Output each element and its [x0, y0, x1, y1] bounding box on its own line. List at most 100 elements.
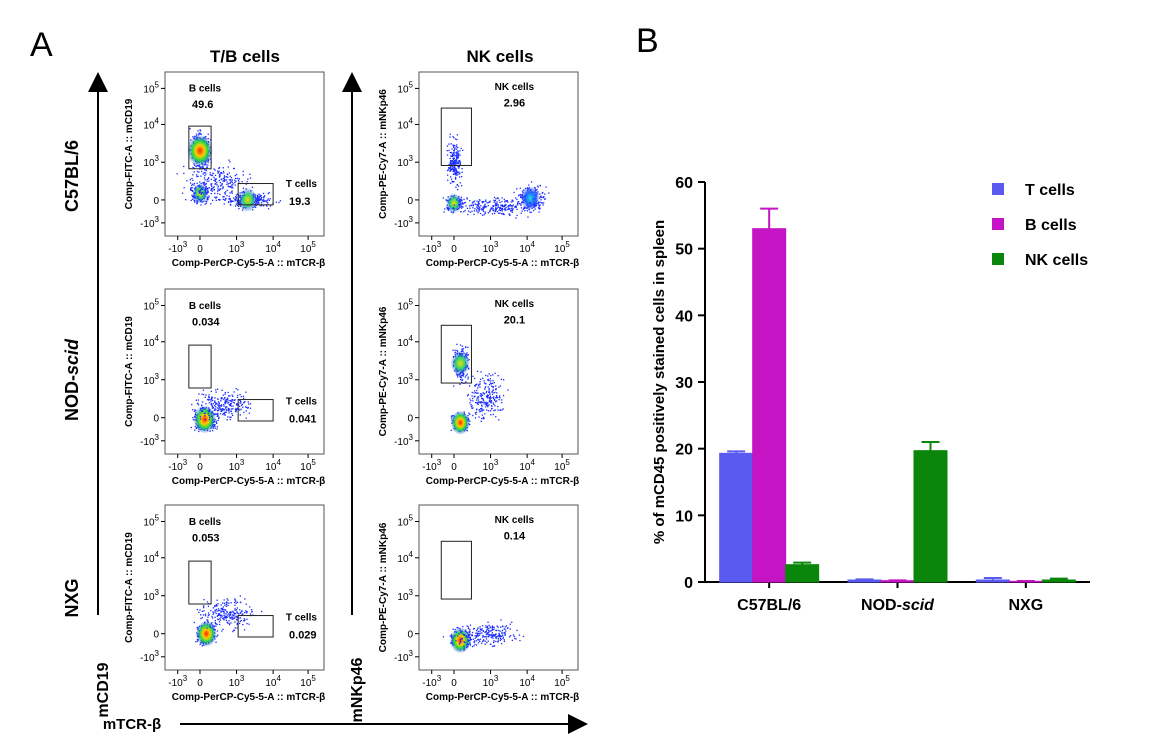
flow-event-dot	[484, 386, 486, 389]
flow-event-dot	[226, 398, 229, 400]
flow-event-dot	[481, 640, 484, 642]
flow-event-dot	[217, 608, 220, 610]
flow-event-dot	[202, 173, 204, 175]
y-tick-label: 104	[397, 116, 413, 131]
flow-event-dot	[455, 160, 457, 162]
flow-event-dot	[208, 414, 210, 417]
flow-event-dot	[223, 409, 226, 411]
flow-event-dot	[229, 400, 232, 402]
flow-event-dot	[228, 602, 230, 604]
flow-event-dot	[497, 635, 499, 637]
flow-event-dot	[530, 211, 532, 214]
plot-y-axis-label: Comp-PE-Cy7-A :: mNKp46	[378, 522, 389, 652]
flow-event-dot	[489, 378, 491, 380]
flow-event-dot	[498, 199, 500, 201]
flow-event-dot	[449, 136, 451, 138]
y-tick-label: 105	[143, 298, 159, 313]
flow-event-dot	[504, 631, 506, 634]
flow-event-dot	[218, 189, 221, 191]
flow-event-dot	[458, 204, 461, 206]
flow-event-dot	[203, 393, 205, 396]
flow-event-dot	[226, 419, 228, 421]
x-tick-label: 104	[519, 674, 535, 689]
flow-event-dot	[206, 178, 208, 181]
flow-event-dot	[469, 200, 471, 202]
flow-event-dot	[481, 214, 484, 216]
flow-event-dot	[452, 152, 454, 154]
flow-event-dot	[236, 199, 238, 201]
flow-event-dot	[227, 183, 229, 185]
flow-event-dot	[470, 634, 473, 636]
flow-event-dot	[201, 610, 203, 612]
flow-event-dot	[497, 639, 499, 641]
flow-event-dot	[210, 609, 212, 612]
flow-event-dot	[452, 145, 455, 147]
flow-event-dot	[488, 624, 490, 626]
flow-event-dot	[210, 174, 212, 176]
flow-event-dot	[217, 170, 219, 172]
flow-event-dot	[218, 167, 221, 169]
flow-event-dot	[455, 152, 457, 154]
flow-event-dot	[197, 402, 199, 404]
flow-event-dot	[479, 386, 481, 388]
flow-event-dot	[485, 392, 487, 394]
flow-event-dot	[245, 610, 247, 612]
flow-event-dot	[249, 403, 252, 405]
flow-event-dot	[502, 208, 504, 211]
x-tick-label: 104	[519, 240, 535, 255]
bar-chart-y-tick-label: 40	[675, 308, 693, 325]
flow-event-dot	[268, 191, 270, 194]
flow-event-dot	[217, 190, 219, 192]
flow-event-dot	[468, 412, 470, 414]
flow-event-dot	[443, 211, 445, 213]
flow-event-dot	[476, 402, 478, 404]
flow-event-dot	[505, 625, 508, 627]
flow-event-dot	[249, 407, 252, 409]
flow-event-dot	[210, 184, 212, 186]
flow-event-dot	[199, 167, 201, 169]
flow-event-dot	[447, 174, 449, 176]
flow-event-dot	[495, 401, 497, 403]
flow-event-dot	[495, 387, 497, 390]
flow-event-dot	[219, 617, 221, 620]
flow-event-dot	[214, 180, 216, 182]
bar	[752, 228, 787, 583]
row-label-c57bl6: C57BL/6	[62, 140, 82, 212]
flow-event-dot	[217, 615, 219, 617]
flow-event-dot	[218, 170, 220, 173]
flow-event-dot	[243, 192, 245, 194]
flow-event-dot	[502, 408, 504, 410]
flow-event-dot	[234, 200, 236, 202]
flow-event-dot	[451, 162, 454, 164]
flow-event-dot	[207, 198, 209, 201]
flow-event-dot	[212, 187, 215, 189]
flow-event-dot	[487, 628, 489, 630]
flow-event-dot	[202, 614, 205, 616]
flow-event-dot	[225, 198, 227, 200]
flow-event-dot	[488, 392, 491, 394]
flow-event-dot	[492, 626, 494, 628]
flow-event-dot	[492, 637, 494, 639]
row-label-nxg: NXG	[62, 578, 82, 617]
flow-event-dot	[239, 394, 241, 396]
flow-event-dot	[467, 346, 469, 349]
flow-event-dot	[205, 169, 208, 172]
flow-event-dot	[450, 165, 452, 168]
flow-event-dot	[225, 179, 228, 181]
flow-event-dot	[462, 149, 464, 151]
flow-event-dot	[492, 402, 494, 404]
flow-event-dot	[456, 374, 458, 376]
flow-event-dot	[499, 630, 501, 632]
flow-event-dot	[207, 621, 209, 624]
flow-event-dot	[541, 202, 543, 204]
flow-event-dot	[503, 204, 506, 206]
flow-event-dot	[449, 182, 452, 184]
flow-event-dot	[226, 598, 228, 600]
flow-event-dot	[217, 414, 219, 416]
legend-swatch	[992, 218, 1004, 230]
flow-event-dot	[459, 376, 461, 378]
flow-event-dot	[228, 615, 230, 617]
flow-event-dot	[455, 178, 457, 180]
flow-event-dot	[236, 612, 238, 614]
flow-event-dot	[481, 414, 483, 416]
